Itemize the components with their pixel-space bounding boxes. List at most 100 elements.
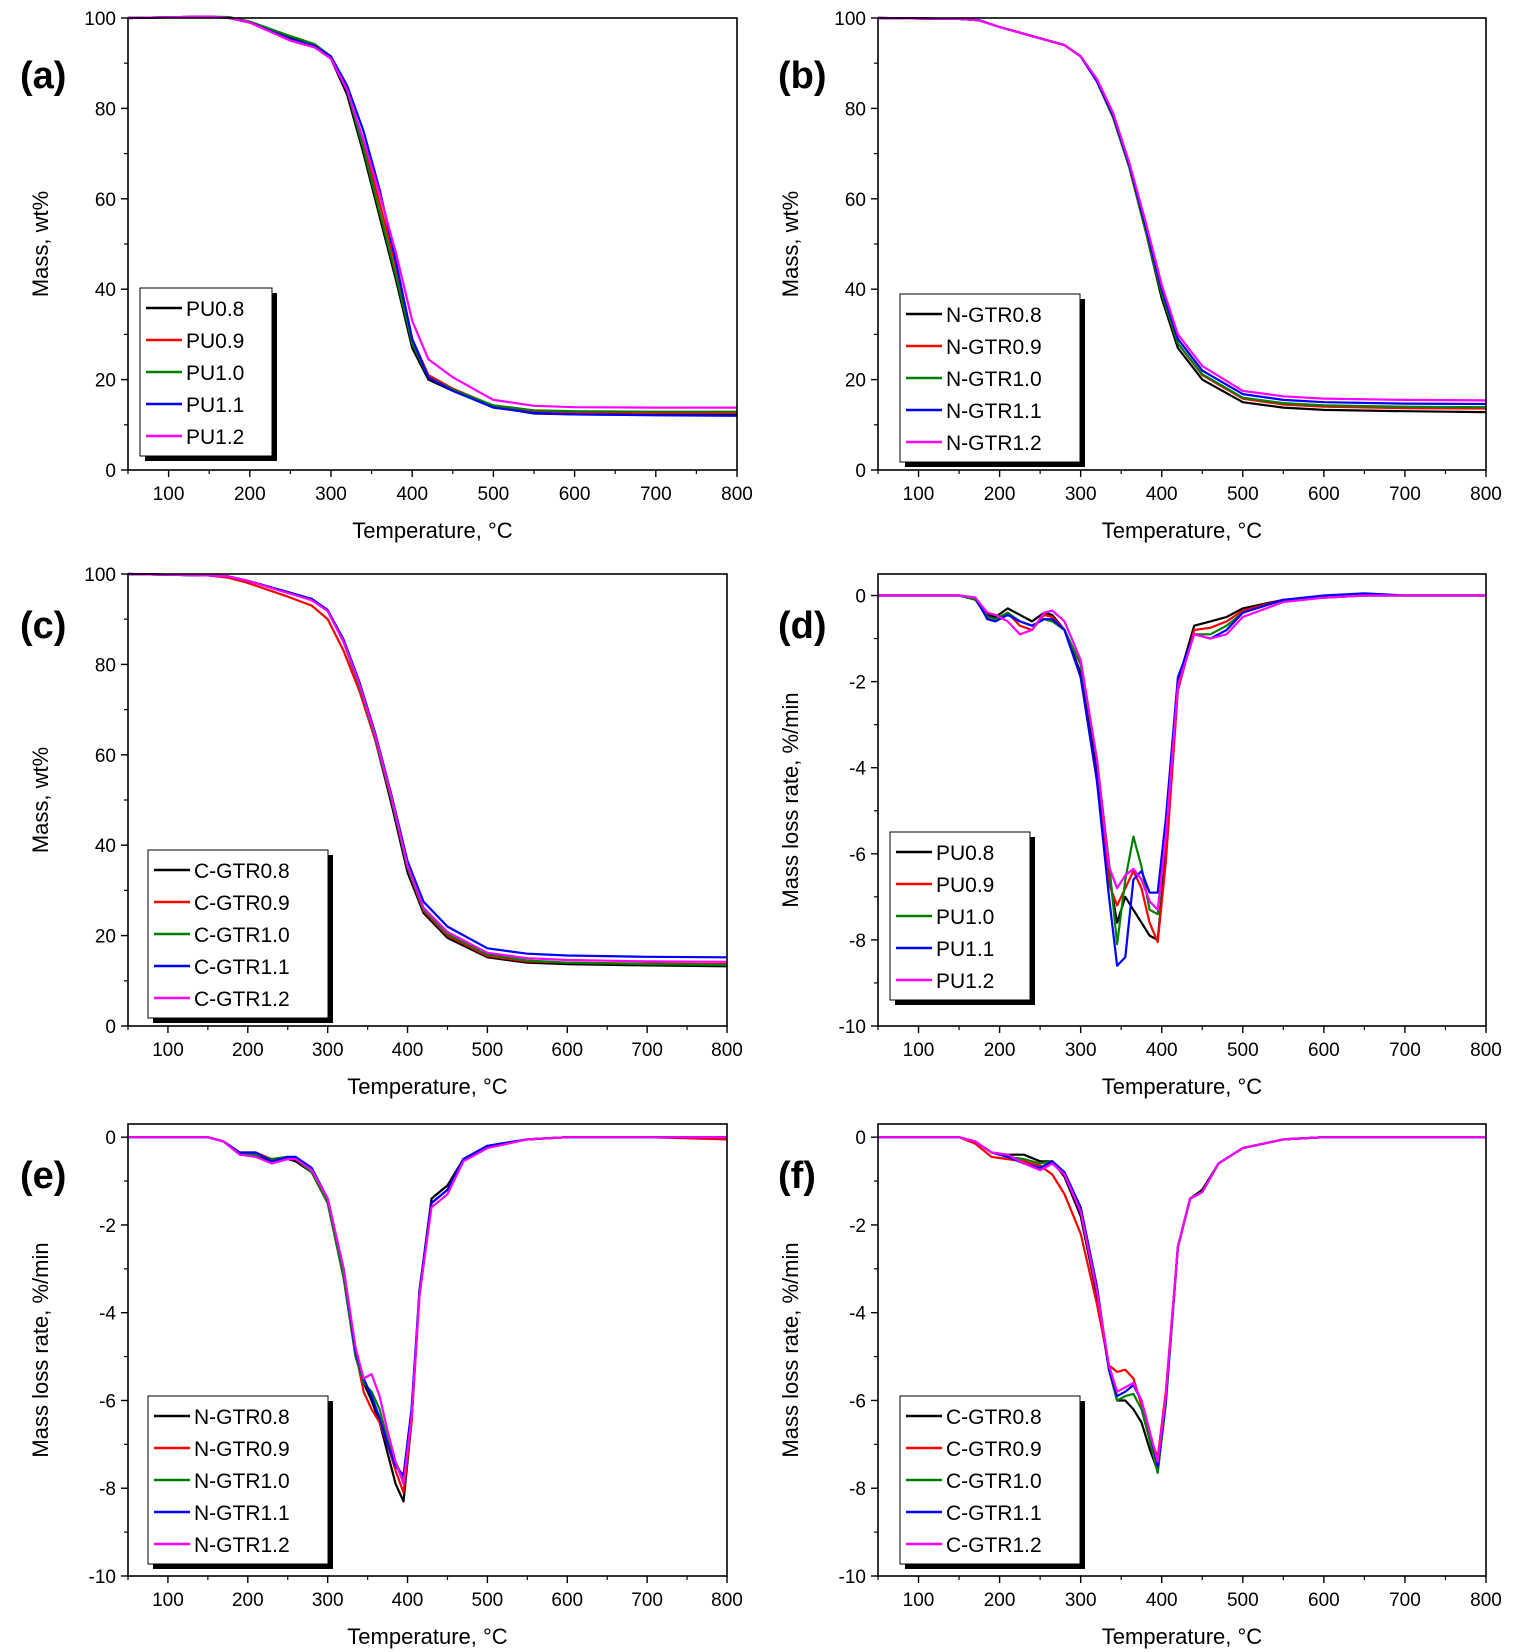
y-tick-label: -4 (849, 1304, 866, 1325)
x-tick-label: 400 (1146, 1040, 1178, 1061)
y-tick-label: -6 (99, 1391, 116, 1412)
y-tick-label: 0 (105, 461, 116, 482)
legend-entry: C-GTR1.2 (946, 1534, 1042, 1557)
y-axis-title: Mass loss rate, %/min (778, 692, 803, 907)
x-tick-label: 300 (1065, 484, 1097, 505)
plot-frame (877, 1123, 1487, 1577)
legend-entry: C-GTR1.0 (194, 924, 290, 947)
y-tick-label: -10 (839, 1567, 866, 1588)
y-tick-label: -10 (839, 1017, 866, 1038)
x-axis-title: Temperature, °C (352, 518, 513, 543)
y-tick-label: 0 (855, 587, 866, 608)
x-tick-label: 200 (232, 1590, 264, 1611)
x-tick-label: 700 (1389, 1040, 1421, 1061)
x-tick-label: 300 (315, 484, 347, 505)
series-line-pu1-1 (878, 592, 1486, 967)
y-tick-label: 0 (855, 461, 866, 482)
y-tick-label: -4 (849, 759, 866, 780)
x-tick-label: 600 (1308, 1590, 1340, 1611)
y-tick-label: -6 (849, 845, 866, 866)
y-tick-label: -2 (99, 1216, 116, 1237)
x-tick-label: 300 (312, 1040, 344, 1061)
y-tick-label: 100 (84, 9, 116, 30)
series-line-c-gtr1-2 (127, 572, 728, 963)
x-axis-title: Temperature, °C (1102, 1074, 1263, 1099)
legend-entry: N-GTR1.2 (946, 432, 1042, 455)
y-tick-label: 80 (95, 99, 116, 120)
plot-frame (127, 1123, 728, 1577)
y-tick-label: -4 (99, 1304, 116, 1325)
y-axis-title: Mass, wt% (28, 191, 53, 297)
legend-entry: C-GTR1.2 (194, 988, 290, 1011)
series-line-n-gtr1-1 (128, 1136, 727, 1477)
x-tick-label: 800 (1470, 484, 1502, 505)
x-tick-label: 200 (984, 1040, 1016, 1061)
legend-entry: C-GTR0.9 (194, 892, 290, 915)
series-line-c-gtr1-2 (878, 1136, 1486, 1464)
x-tick-label: 500 (1227, 484, 1259, 505)
x-axis-title: Temperature, °C (1102, 1624, 1263, 1649)
y-tick-label: -2 (849, 1216, 866, 1237)
panel-label: (a) (20, 55, 66, 97)
series-line-n-gtr1-2 (128, 1136, 727, 1485)
panel-label: (d) (778, 605, 827, 647)
y-tick-label: -2 (849, 673, 866, 694)
legend-entry: N-GTR1.1 (946, 400, 1042, 423)
x-tick-label: 600 (1308, 1040, 1340, 1061)
panel-label: (f) (778, 1155, 816, 1197)
y-tick-label: -10 (89, 1567, 116, 1588)
x-tick-label: 500 (472, 1040, 504, 1061)
x-axis-title: Temperature, °C (347, 1074, 508, 1099)
x-tick-label: 100 (903, 1040, 935, 1061)
x-tick-label: 100 (903, 1590, 935, 1611)
x-tick-label: 300 (1065, 1040, 1097, 1061)
x-tick-label: 100 (152, 1590, 184, 1611)
x-tick-label: 200 (984, 1590, 1016, 1611)
panel-label: (b) (778, 55, 827, 97)
x-tick-label: 600 (551, 1040, 583, 1061)
x-tick-label: 700 (640, 484, 672, 505)
x-tick-label: 400 (396, 484, 428, 505)
x-tick-label: 500 (472, 1590, 504, 1611)
y-tick-label: 40 (95, 280, 116, 301)
series-line-n-gtr1-2 (877, 16, 1487, 402)
panel-b-mass-curves: 100 200 300 400 500 600 700 800 0 20 40 60 80 100 Temp… (778, 9, 1502, 543)
y-tick-label: 80 (95, 655, 116, 676)
y-tick-label: -8 (849, 1479, 866, 1500)
x-tick-label: 800 (1470, 1040, 1502, 1061)
legend-entry: N-GTR1.1 (194, 1502, 290, 1525)
panel-a-mass-curves: 100 200 300 400 500 600 700 800 0 20 40 60 80 100 Temp… (20, 9, 753, 543)
x-tick-label: 400 (392, 1040, 424, 1061)
y-axis-title: Mass, wt% (28, 747, 53, 853)
panel-label: (c) (20, 605, 66, 647)
y-tick-label: 0 (105, 1128, 116, 1149)
y-tick-label: 0 (105, 1017, 116, 1038)
x-tick-label: 600 (551, 1590, 583, 1611)
legend-entry: PU0.9 (936, 874, 994, 897)
legend-entry: PU0.8 (936, 842, 994, 865)
y-axis-title: Mass loss rate, %/min (778, 1242, 803, 1457)
legend-entry: PU1.0 (186, 362, 244, 385)
legend-entry: C-GTR1.0 (946, 1470, 1042, 1493)
x-tick-label: 400 (392, 1590, 424, 1611)
x-tick-label: 700 (631, 1590, 663, 1611)
x-tick-label: 300 (1065, 1590, 1097, 1611)
legend-entry: C-GTR0.8 (946, 1406, 1042, 1429)
y-tick-label: -8 (849, 931, 866, 952)
legend-entry: PU1.2 (186, 426, 244, 449)
series-line-pu1-2 (878, 594, 1486, 911)
x-tick-label: 700 (1389, 1590, 1421, 1611)
y-tick-label: 60 (845, 190, 866, 211)
legend-entry: PU1.0 (936, 906, 994, 929)
y-tick-label: 80 (845, 99, 866, 120)
x-axis-title: Temperature, °C (1102, 518, 1263, 543)
legend-entry: N-GTR1.0 (946, 368, 1042, 391)
y-tick-label: 100 (834, 9, 866, 30)
y-tick-label: 20 (95, 371, 116, 392)
x-tick-label: 100 (903, 484, 935, 505)
legend-entry: PU0.8 (186, 298, 244, 321)
legend-entry: N-GTR1.0 (194, 1470, 290, 1493)
legend-entry: N-GTR0.9 (194, 1438, 290, 1461)
x-tick-label: 800 (721, 484, 753, 505)
